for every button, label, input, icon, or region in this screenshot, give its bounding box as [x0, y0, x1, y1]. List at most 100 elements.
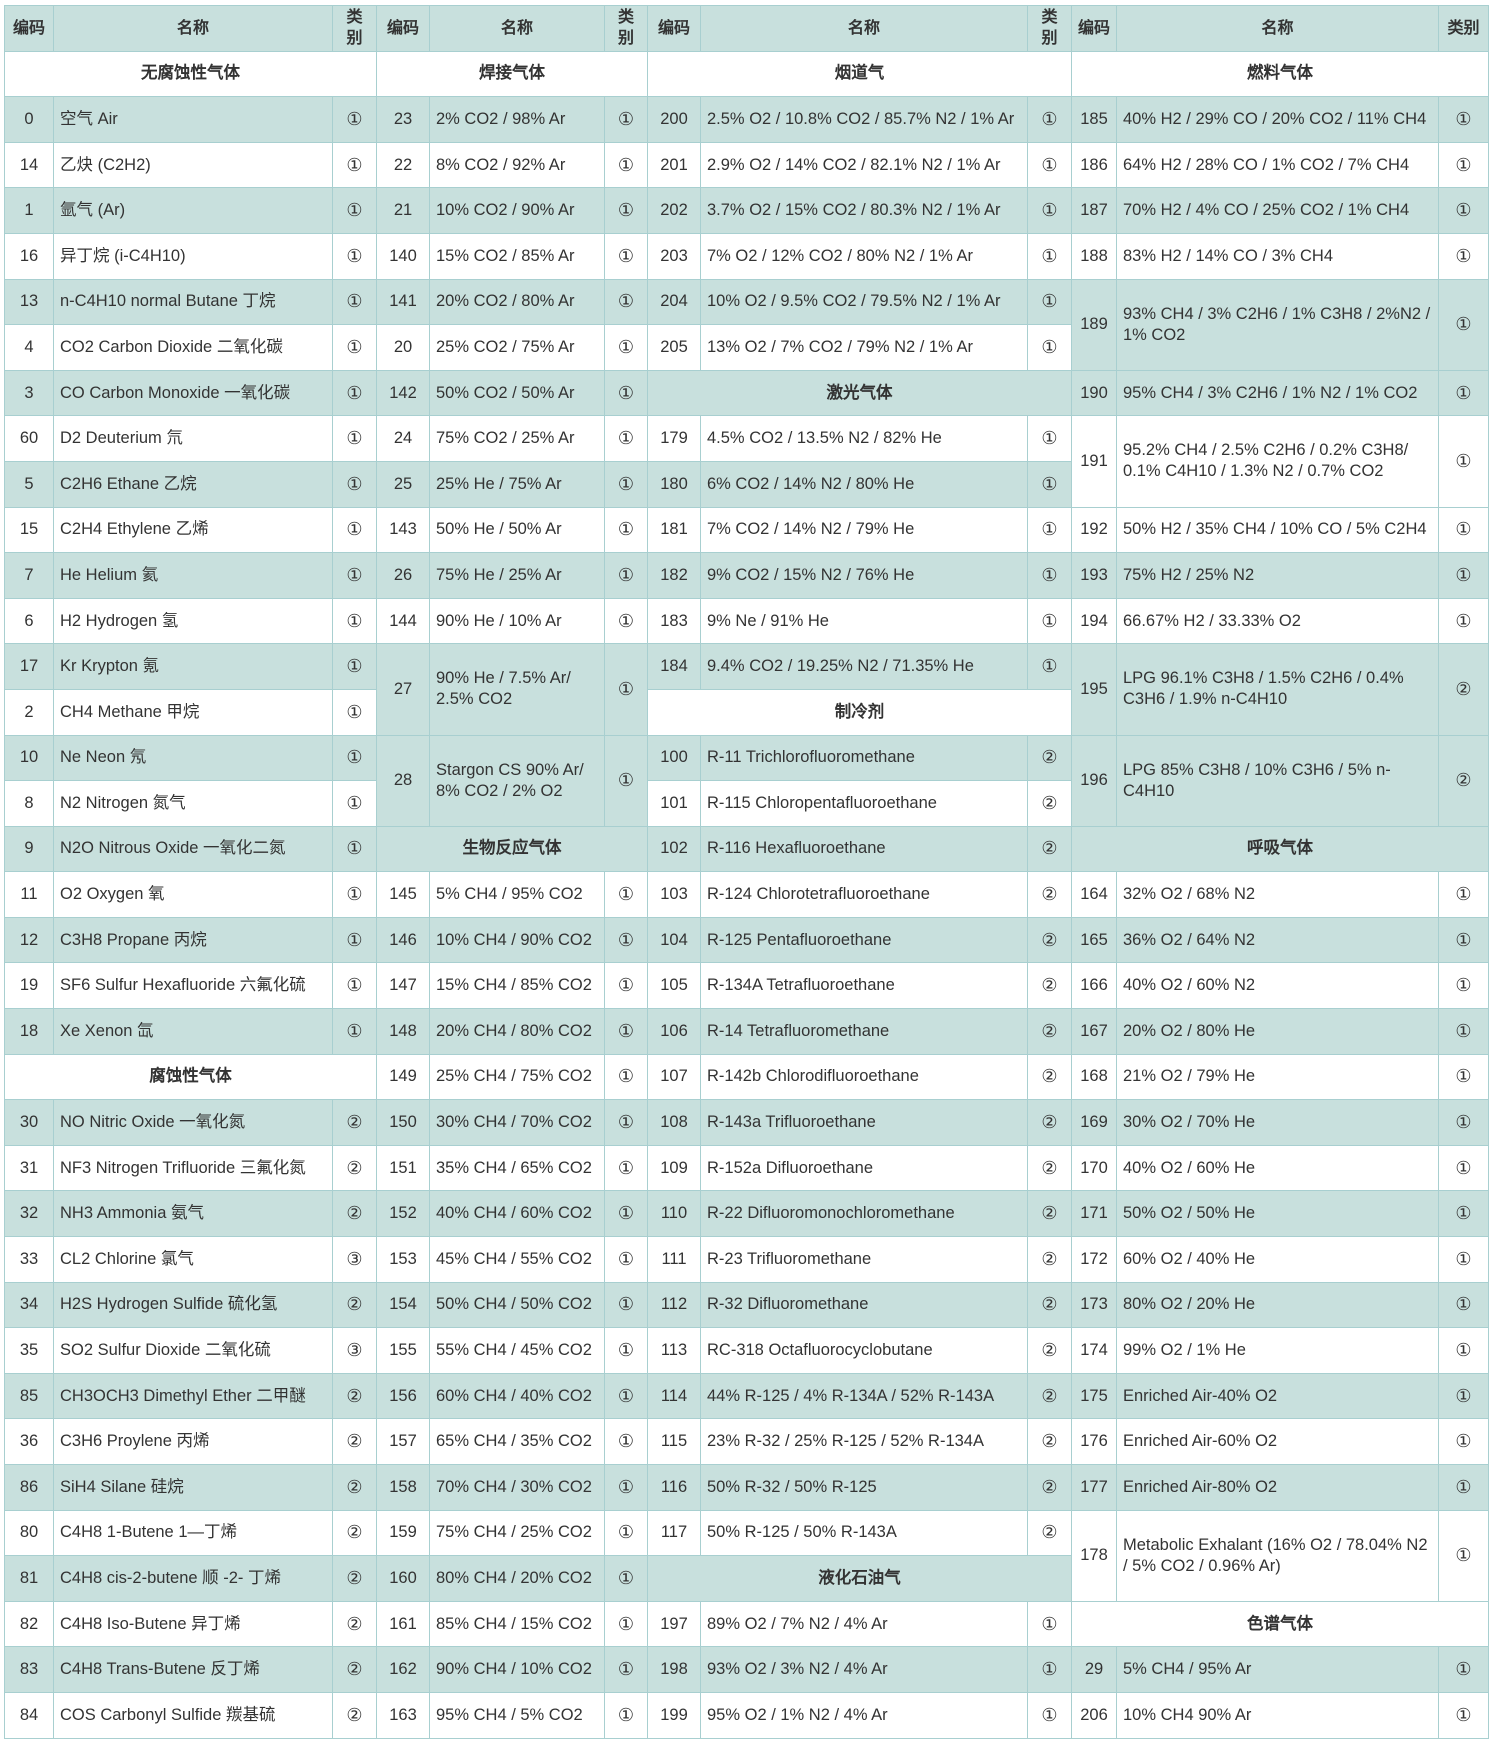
section-heading: 无腐蚀性气体 [4, 50, 377, 98]
gas-name: CO2 Carbon Dioxide 二氧化碳 [53, 324, 333, 371]
gas-code: 158 [376, 1464, 430, 1511]
category-badge: ① [332, 780, 377, 827]
gas-name: 90% He / 10% Ar [429, 597, 605, 645]
gas-name: 10% O2 / 9.5% CO2 / 79.5% N2 / 1% Ar [700, 278, 1028, 326]
gas-name: O2 Oxygen 氧 [53, 871, 333, 918]
category-badge: ② [332, 1372, 377, 1420]
gas-code: 16 [4, 232, 54, 280]
gas-code: 115 [647, 1418, 701, 1465]
gas-code: 82 [4, 1600, 54, 1648]
gas-name: 空气 Air [53, 96, 333, 143]
gas-code: 174 [1071, 1327, 1117, 1374]
header-name: 名称 [1116, 5, 1439, 52]
category-badge: ① [1027, 278, 1072, 326]
gas-code: 15 [4, 506, 54, 554]
gas-name: 50% CH4 / 50% CO2 [429, 1281, 605, 1329]
gas-name: 70% H2 / 4% CO / 25% CO2 / 1% CH4 [1116, 187, 1439, 234]
gas-name: C2H4 Ethylene 乙烯 [53, 506, 333, 554]
gas-code: 186 [1071, 141, 1117, 189]
category-badge: ① [1027, 1691, 1072, 1739]
gas-code: 159 [376, 1509, 430, 1557]
gas-name: 75% H2 / 25% N2 [1116, 552, 1439, 599]
table-row: 13 n-C4H10 normal Butane 丁烷 ① 141 20% CO2 / … [4, 278, 1489, 371]
gas-name: 83% H2 / 14% CO / 3% CH4 [1116, 232, 1439, 280]
gas-code: 85 [4, 1372, 54, 1420]
gas-code: 175 [1071, 1372, 1117, 1420]
category-badge: ② [1027, 734, 1072, 782]
gas-name: 异丁烷 (i-C4H10) [53, 232, 333, 280]
category-badge: ② [332, 1144, 377, 1192]
gas-name: N2 Nitrogen 氮气 [53, 780, 333, 827]
gas-name: SF6 Sulfur Hexafluoride 六氟化硫 [53, 962, 333, 1010]
section-heading: 燃料气体 [1071, 50, 1489, 98]
gas-code: 183 [647, 597, 701, 645]
gas-name: 50% R-125 / 50% R-143A [700, 1509, 1028, 1557]
gas-code: 190 [1071, 369, 1117, 417]
category-badge: ① [604, 962, 648, 1010]
gas-code: 177 [1071, 1464, 1117, 1511]
category-badge: ① [604, 506, 648, 554]
gas-code: 146 [376, 916, 430, 964]
gas-name: C4H8 1-Butene 1—丁烯 [53, 1509, 333, 1557]
gas-name: R-116 Hexafluoroethane [700, 825, 1028, 873]
gas-name: R-125 Pentafluoroethane [700, 916, 1028, 964]
category-badge: ① [604, 232, 648, 280]
gas-code: 147 [376, 962, 430, 1010]
category-badge: ① [1438, 1646, 1489, 1693]
gas-name: 50% O2 / 50% He [1116, 1190, 1439, 1238]
table-row: 35 SO2 Sulfur Dioxide 二氧化硫 ③ 155 55% CH4 / 4… [4, 1327, 1489, 1374]
category-badge: ① [1027, 187, 1072, 234]
gas-code: 60 [4, 415, 54, 462]
gas-code: 27 [376, 643, 430, 736]
category-badge: ② [332, 1509, 377, 1557]
category-badge: ② [1027, 825, 1072, 873]
gas-code: 22 [376, 141, 430, 189]
gas-code: 8 [4, 780, 54, 827]
gas-name: 40% O2 / 60% N2 [1116, 962, 1439, 1010]
header-category: 类别 [1438, 5, 1489, 52]
gas-name: C3H6 Proylene 丙烯 [53, 1418, 333, 1465]
category-badge: ① [332, 688, 377, 736]
category-badge: ② [332, 1418, 377, 1465]
gas-code: 152 [376, 1190, 430, 1238]
gas-name: 90% CH4 / 10% CO2 [429, 1646, 605, 1693]
gas-code: 184 [647, 643, 701, 690]
gas-name: 9% Ne / 91% He [700, 597, 1028, 645]
category-badge: ① [332, 278, 377, 326]
gas-code: 20 [376, 324, 430, 371]
gas-name: 9.4% CO2 / 19.25% N2 / 71.35% He [700, 643, 1028, 690]
category-badge: ① [332, 187, 377, 234]
category-badge: ① [1438, 1281, 1489, 1329]
gas-name: 4.5% CO2 / 13.5% N2 / 82% He [700, 415, 1028, 462]
gas-code: 187 [1071, 187, 1117, 234]
category-badge: ① [1438, 1691, 1489, 1739]
category-badge: ① [1438, 1327, 1489, 1374]
category-badge: ① [604, 187, 648, 234]
category-badge: ① [1438, 1053, 1489, 1101]
category-badge: ① [332, 734, 377, 782]
gas-code: 178 [1071, 1509, 1117, 1602]
category-badge: ② [332, 1281, 377, 1329]
gas-code: 1 [4, 187, 54, 234]
gas-name: Stargon CS 90% Ar/ 8% CO2 / 2% O2 [429, 734, 605, 827]
gas-name: R-23 Trifluoromethane [700, 1236, 1028, 1283]
gas-code: 2 [4, 688, 54, 736]
section-heading: 激光气体 [647, 369, 1072, 417]
category-badge: ① [604, 278, 648, 326]
gas-code: 200 [647, 96, 701, 143]
gas-code: 148 [376, 1008, 430, 1055]
table-row: 10 Ne Neon 氖 ① 28 Stargon CS 90% Ar/ 8% CO2 … [4, 734, 1489, 827]
gas-code: 195 [1071, 643, 1117, 736]
section-heading: 色谱气体 [1071, 1600, 1489, 1648]
gas-code: 80 [4, 1509, 54, 1557]
gas-name: R-32 Difluoromethane [700, 1281, 1028, 1329]
section-heading: 制冷剂 [647, 688, 1072, 736]
gas-code: 165 [1071, 916, 1117, 964]
table-row: 14 乙炔 (C2H2) ① 22 8% CO2 / 92% Ar ① 201 2.9% O2… [4, 141, 1489, 189]
category-badge: ① [604, 1372, 648, 1420]
gas-code: 199 [647, 1691, 701, 1739]
category-badge: ① [332, 96, 377, 143]
gas-code: 157 [376, 1418, 430, 1465]
gas-name: SiH4 Silane 硅烷 [53, 1464, 333, 1511]
category-badge: ① [604, 1555, 648, 1602]
